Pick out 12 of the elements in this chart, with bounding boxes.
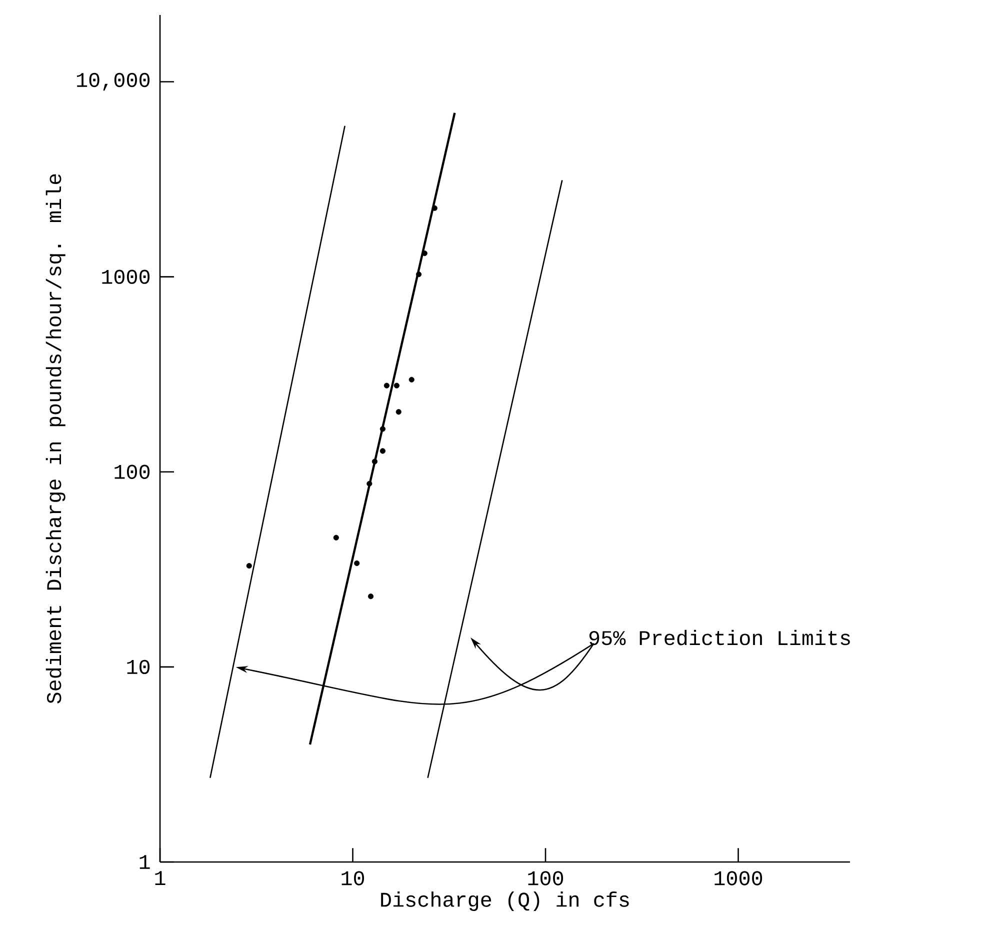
x-tick-label: 10 — [342, 871, 364, 886]
y-tick-label: 10 — [127, 660, 150, 674]
y-tick-label: 1000 — [102, 270, 150, 284]
x-tick-label: 1000 — [714, 871, 762, 886]
y-tick-label: 100 — [114, 464, 150, 479]
annotation: 95% Prediction Limits — [589, 630, 850, 646]
x-axis-title: Discharge (Q) in cfs — [381, 892, 629, 912]
y-axis-title: Sediment Discharge in pounds/hour/sq. mile — [46, 174, 66, 704]
y-tick-label: 10,000 — [77, 72, 150, 91]
x-tick-label: 100 — [528, 871, 564, 886]
y-tick-label: 1 — [140, 855, 150, 869]
x-tick-label: 1 — [155, 871, 166, 885]
